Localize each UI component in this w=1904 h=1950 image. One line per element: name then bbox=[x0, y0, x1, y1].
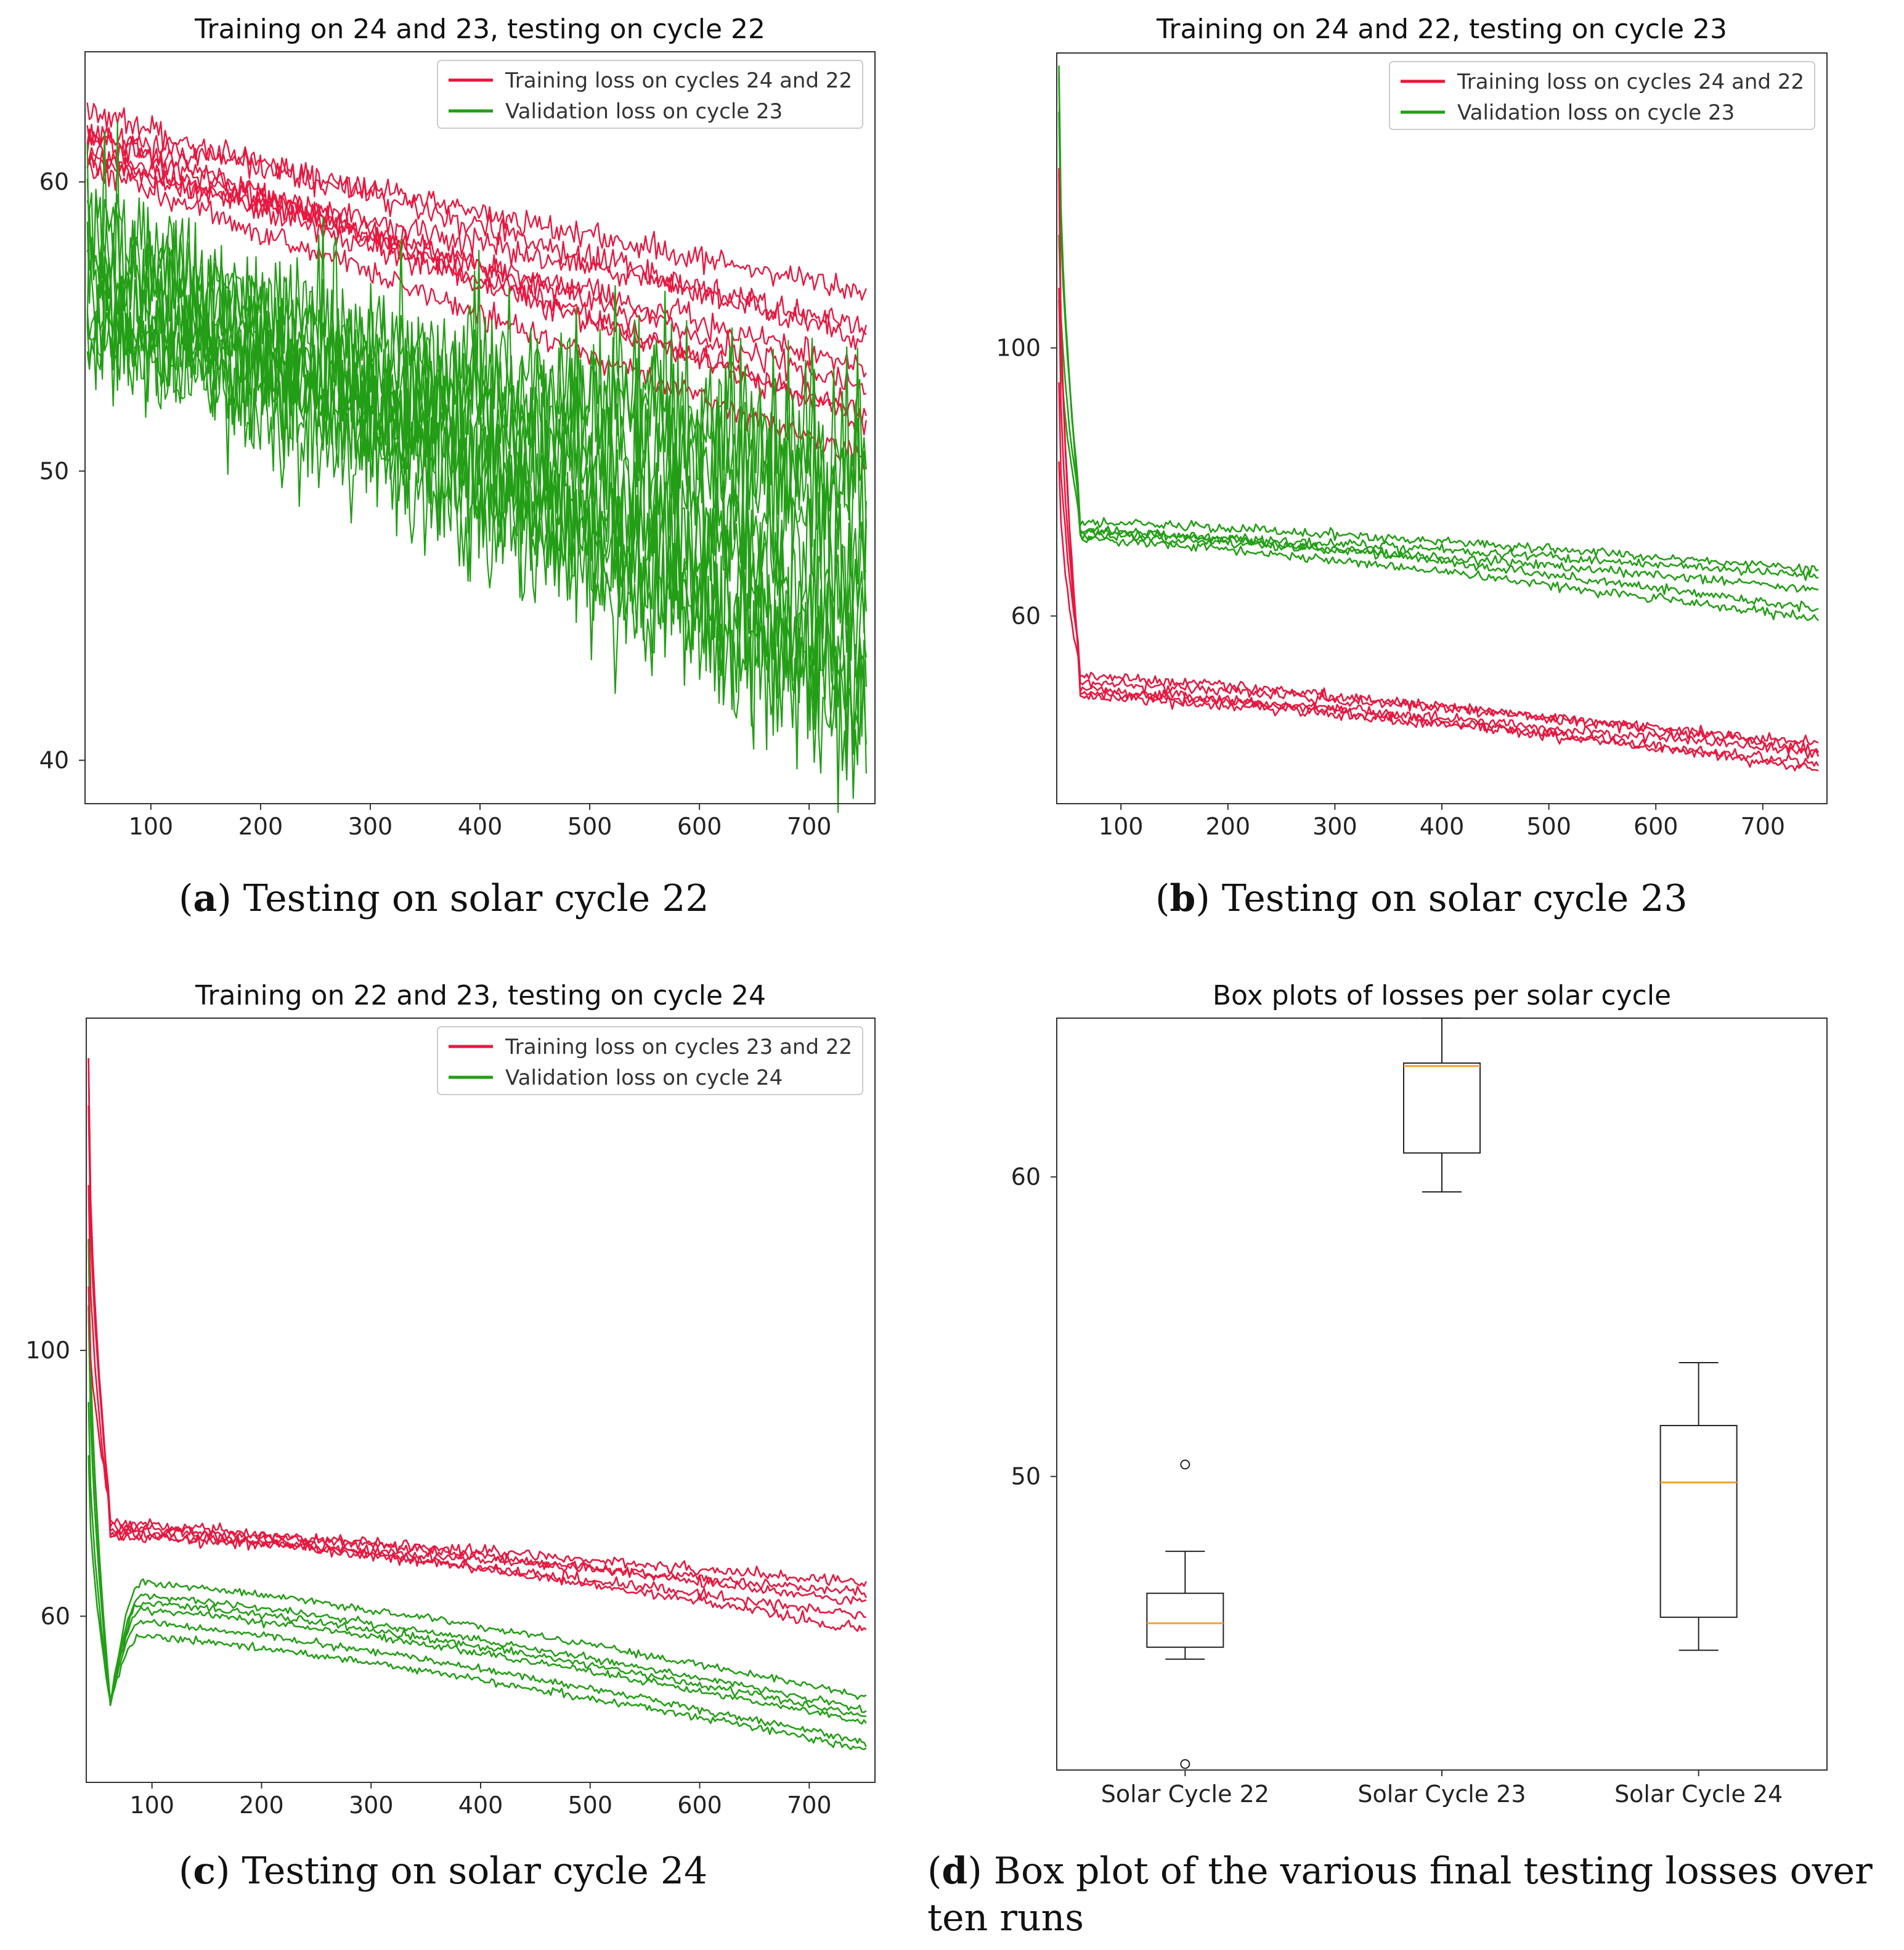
chart-title: Training on 22 and 23, testing on cycle … bbox=[195, 980, 766, 1011]
validation-loss-line bbox=[1058, 112, 1819, 575]
validation-loss-line bbox=[87, 1305, 866, 1718]
legend-label-validation: Validation loss on cycle 23 bbox=[1457, 100, 1735, 125]
training-loss-line bbox=[87, 1185, 866, 1620]
x-tick-label: 700 bbox=[1741, 813, 1786, 840]
legend-label-validation: Validation loss on cycle 24 bbox=[505, 1066, 783, 1090]
training-loss-line bbox=[1058, 382, 1820, 753]
outlier-point bbox=[1180, 1759, 1190, 1769]
validation-loss-line bbox=[86, 279, 867, 774]
x-tick-label: 600 bbox=[677, 813, 722, 840]
plot-frame bbox=[84, 51, 876, 804]
x-tick-label: 100 bbox=[129, 813, 174, 840]
validation-loss-line bbox=[1058, 65, 1819, 593]
x-tick-label: 400 bbox=[458, 1792, 503, 1819]
x-tick-label: 100 bbox=[129, 1792, 174, 1819]
y-tick-label: 100 bbox=[996, 335, 1041, 362]
training-loss-line bbox=[1058, 287, 1819, 746]
training-loss-line bbox=[1058, 461, 1819, 772]
panel-c: Training on 22 and 23, testing on cycle … bbox=[0, 968, 952, 1855]
caption-b: (b) Testing on solar cycle 23 bbox=[1155, 877, 1688, 920]
training-loss-line bbox=[87, 1286, 867, 1632]
y-tick-label: 60 bbox=[41, 1602, 70, 1630]
x-tick-label: 400 bbox=[1420, 813, 1465, 840]
training-loss-line bbox=[1058, 173, 1820, 767]
legend-label-training: Training loss on cycles 24 and 22 bbox=[1457, 70, 1804, 94]
validation-loss-line bbox=[87, 1239, 867, 1750]
y-tick-label: 60 bbox=[39, 168, 69, 195]
chart-title: Training on 24 and 22, testing on cycle … bbox=[1156, 14, 1727, 45]
x-tick-label: 400 bbox=[458, 813, 503, 840]
training-loss-line bbox=[86, 126, 867, 301]
chart-b: Training on 24 and 22, testing on cycle … bbox=[996, 14, 1828, 840]
chart-c: Training on 22 and 23, testing on cycle … bbox=[25, 980, 876, 1819]
x-tick-label: 300 bbox=[348, 813, 393, 840]
plot-frame bbox=[1056, 52, 1828, 804]
legend-box bbox=[437, 1026, 863, 1095]
validation-loss-line bbox=[86, 256, 867, 650]
x-tick-label: Solar Cycle 24 bbox=[1614, 1781, 1783, 1808]
validation-loss-line bbox=[87, 1455, 867, 1747]
y-tick-label: 60 bbox=[1011, 603, 1041, 630]
chart-title: Training on 24 and 23, testing on cycle … bbox=[194, 14, 765, 45]
training-loss-line bbox=[87, 1059, 867, 1598]
validation-loss-line bbox=[1058, 299, 1820, 621]
x-tick-label: 500 bbox=[1526, 813, 1571, 840]
y-tick-label: 50 bbox=[1011, 1463, 1041, 1490]
x-tick-label: 200 bbox=[1206, 813, 1251, 840]
x-tick-label: 700 bbox=[787, 813, 832, 840]
box-iqr bbox=[1403, 1062, 1481, 1154]
validation-loss-line bbox=[87, 1241, 867, 1707]
x-tick-label: 200 bbox=[238, 813, 283, 840]
caption-c: (c) Testing on solar cycle 24 bbox=[179, 1850, 708, 1893]
outlier-point bbox=[1180, 1459, 1190, 1470]
x-tick-label: Solar Cycle 22 bbox=[1101, 1781, 1269, 1808]
legend-label-training: Training loss on cycles 24 and 22 bbox=[505, 68, 852, 93]
x-tick-label: Solar Cycle 23 bbox=[1357, 1781, 1526, 1808]
panel-b: Training on 24 and 22, testing on cycle … bbox=[952, 0, 1904, 949]
x-tick-label: 600 bbox=[1633, 813, 1678, 840]
panel-a: Training on 24 and 23, testing on cycle … bbox=[0, 0, 952, 949]
y-tick-label: 60 bbox=[1011, 1164, 1041, 1191]
legend-label-validation: Validation loss on cycle 23 bbox=[505, 99, 783, 124]
legend-box bbox=[437, 60, 863, 129]
legend-label-training: Training loss on cycles 23 and 22 bbox=[505, 1035, 852, 1059]
x-tick-label: 500 bbox=[568, 813, 612, 840]
x-tick-label: 500 bbox=[568, 1792, 613, 1819]
plot-frame bbox=[1056, 1018, 1828, 1771]
x-tick-label: 700 bbox=[787, 1792, 832, 1819]
validation-loss-line bbox=[1058, 76, 1819, 581]
chart-d: Box plots of losses per solar cycle Solar… bbox=[1011, 980, 1828, 1808]
chart-title: Box plots of losses per solar cycle bbox=[1213, 980, 1671, 1011]
panel-d: Box plots of losses per solar cycle Solar… bbox=[952, 968, 1904, 1855]
validation-loss-line bbox=[86, 237, 867, 574]
training-loss-line bbox=[1058, 168, 1820, 759]
caption-a: (a) Testing on solar cycle 22 bbox=[179, 877, 709, 920]
x-tick-label: 200 bbox=[239, 1792, 284, 1819]
validation-loss-line bbox=[87, 1401, 867, 1725]
legend-box bbox=[1389, 61, 1815, 130]
y-tick-label: 50 bbox=[39, 457, 69, 484]
training-loss-line bbox=[86, 102, 867, 351]
caption-d: (d) Box plot of the various final testin… bbox=[927, 1850, 1873, 1940]
validation-loss-line bbox=[86, 272, 867, 814]
box-iqr bbox=[1659, 1425, 1738, 1618]
box-iqr bbox=[1146, 1593, 1224, 1648]
training-loss-line bbox=[86, 123, 867, 436]
training-loss-line bbox=[87, 1105, 867, 1605]
y-tick-label: 100 bbox=[25, 1337, 70, 1364]
x-tick-label: 300 bbox=[349, 1792, 394, 1819]
x-tick-label: 600 bbox=[677, 1792, 722, 1819]
x-tick-label: 100 bbox=[1099, 813, 1144, 840]
chart-a: Training on 24 and 23, testing on cycle … bbox=[39, 14, 876, 840]
validation-loss-line bbox=[87, 1308, 867, 1713]
training-loss-line bbox=[86, 158, 867, 470]
training-loss-line bbox=[86, 144, 867, 423]
validation-loss-line bbox=[1058, 235, 1819, 613]
x-tick-label: 300 bbox=[1312, 813, 1357, 840]
validation-loss-line bbox=[86, 206, 867, 683]
validation-loss-line bbox=[86, 178, 867, 755]
plot-frame bbox=[86, 1018, 876, 1783]
training-loss-line bbox=[87, 1058, 867, 1587]
y-tick-label: 40 bbox=[39, 747, 69, 774]
